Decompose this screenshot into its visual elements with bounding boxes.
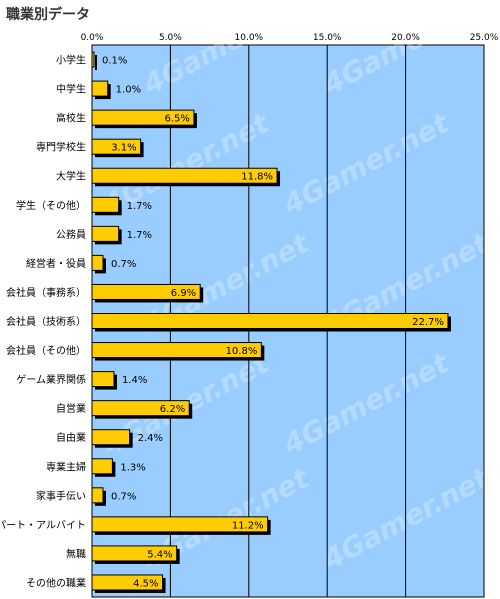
category-label: 高校生 (56, 112, 86, 125)
bar (91, 196, 120, 213)
category-label: 自由業 (56, 431, 86, 444)
category-label: 無職 (66, 547, 86, 560)
bar (91, 254, 104, 271)
bar (91, 80, 109, 97)
bar (91, 429, 131, 446)
category-label: 会社員（その他） (6, 344, 86, 357)
category-label: 学生（その他） (16, 199, 86, 212)
value-label: 1.4% (122, 375, 147, 386)
bar (91, 109, 195, 126)
category-label: 家事手伝い (36, 489, 86, 502)
x-tick-label: 5.0% (159, 33, 182, 43)
bar (91, 487, 104, 504)
value-label: 6.2% (160, 404, 185, 415)
chart-title: 職業別データ (6, 7, 90, 23)
x-tick-label: 15.0% (313, 33, 342, 43)
bar (91, 167, 278, 184)
bar (91, 516, 269, 533)
category-label: 自営業 (56, 402, 86, 415)
bar (91, 458, 113, 475)
x-tick-label: 25.0% (470, 33, 499, 43)
category-label: 会社員（事務系） (6, 286, 86, 299)
value-label: 4.5% (133, 578, 158, 589)
bar (91, 138, 142, 155)
value-label: 1.7% (127, 201, 152, 212)
category-label: ゲーム業界関係 (16, 373, 86, 386)
bar (91, 545, 178, 562)
bar (91, 283, 201, 300)
value-label: 0.1% (102, 56, 127, 67)
value-label: 6.9% (171, 288, 196, 299)
bar (91, 574, 164, 591)
category-label: その他の職業 (26, 576, 86, 589)
category-label: 公務員 (56, 228, 86, 241)
value-label: 22.7% (412, 317, 444, 328)
value-label: 1.7% (127, 230, 152, 241)
category-label: 会社員（技術系） (6, 315, 86, 328)
value-label: 0.7% (111, 491, 136, 502)
x-tick-label: 0.0% (81, 33, 104, 43)
value-label: 5.4% (147, 549, 172, 560)
category-label: 小学生 (56, 54, 86, 67)
value-label: 11.8% (241, 172, 273, 183)
bar (91, 51, 95, 68)
value-label: 3.1% (111, 143, 136, 154)
category-label: 専門学校生 (36, 141, 86, 154)
value-label: 11.2% (232, 520, 264, 531)
bar (91, 313, 449, 329)
category-label: 経営者・役員 (26, 257, 86, 270)
bar-shadow (95, 55, 97, 71)
bar (91, 371, 115, 388)
category-label: 大学生 (56, 170, 86, 183)
category-label: パート・アルバイト (0, 519, 86, 531)
bar (91, 225, 120, 242)
value-label: 6.5% (165, 114, 190, 125)
value-label: 1.3% (120, 462, 145, 473)
category-label: 中学生 (56, 83, 86, 96)
value-label: 2.4% (138, 433, 163, 444)
category-label: 専業主婦 (46, 460, 86, 473)
bar (91, 400, 190, 417)
x-tick-label: 20.0% (391, 33, 420, 43)
value-label: 1.0% (116, 85, 141, 96)
bar (91, 342, 262, 359)
value-label: 10.8% (226, 346, 258, 357)
x-tick-label: 10.0% (235, 33, 264, 43)
value-label: 0.7% (111, 259, 136, 270)
